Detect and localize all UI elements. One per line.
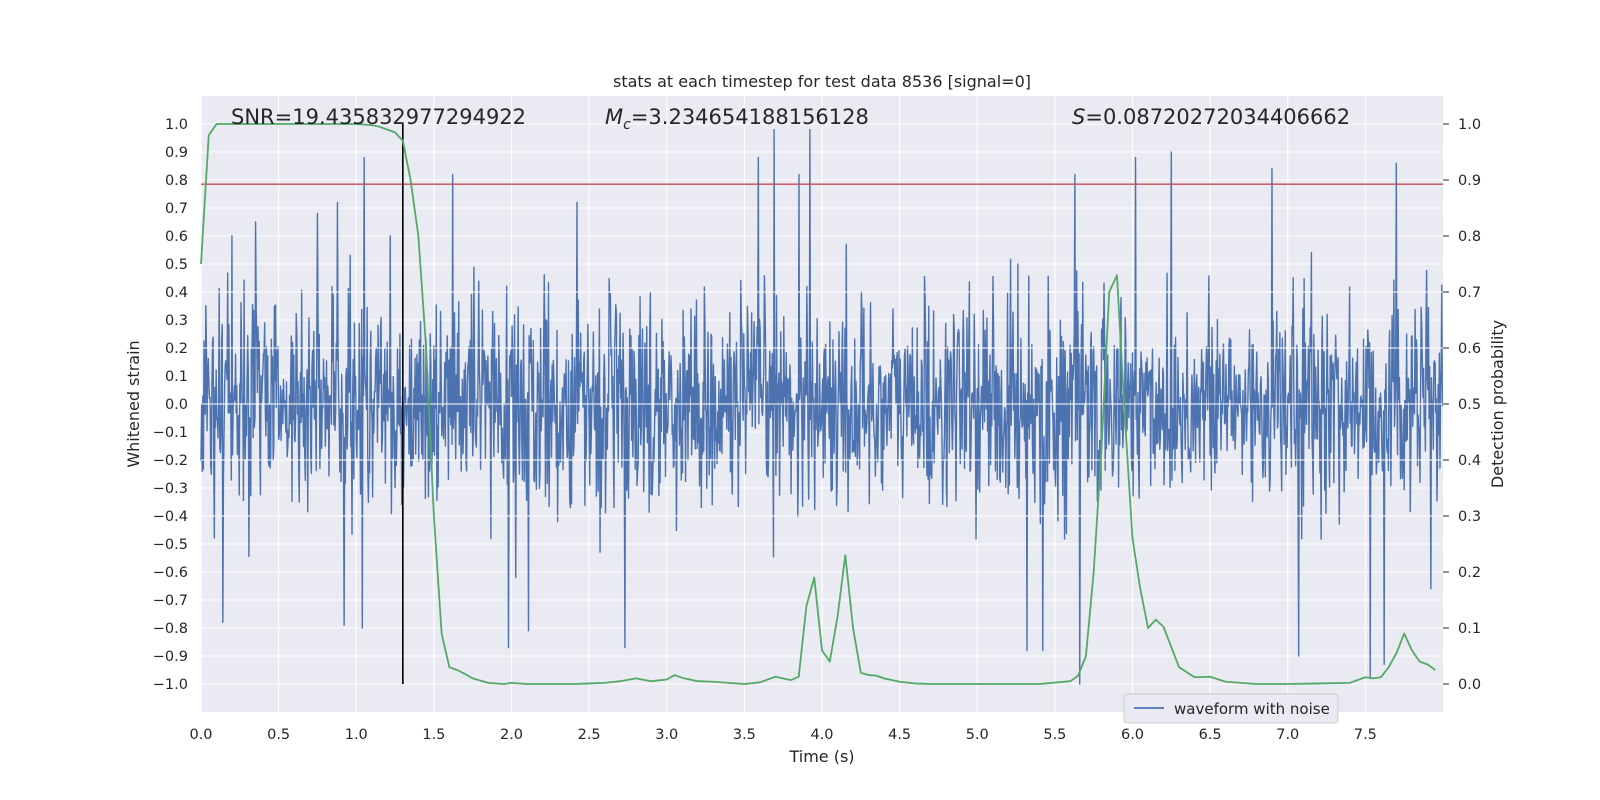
probability-series xyxy=(200,123,1436,685)
y-axis-label-right: Detection probability xyxy=(1488,320,1507,488)
y-left-tick-label: 0.6 xyxy=(165,229,188,245)
s-symbol: S xyxy=(1072,105,1085,129)
legend-label: waveform with noise xyxy=(1174,700,1330,718)
y-right-tick-label: 0.9 xyxy=(1458,173,1481,189)
x-tick-label: 2.0 xyxy=(500,727,523,743)
s-value: =0.08720272034406662 xyxy=(1085,105,1350,129)
chart-title: stats at each timestep for test data 853… xyxy=(613,72,1031,91)
y-left-tick-label: −0.8 xyxy=(153,621,188,637)
y-left-tick-label: 1.0 xyxy=(165,117,188,133)
y-left-tick-label: −1.0 xyxy=(153,677,188,693)
chirp-mass-annotation: Mc=3.234654188156128 xyxy=(605,105,869,133)
y-right-tick-label: 0.1 xyxy=(1458,621,1481,637)
x-tick-label: 5.0 xyxy=(966,727,989,743)
y-right-tick-label: 0.2 xyxy=(1458,565,1481,581)
overlay-layer xyxy=(201,124,1443,684)
chirp-mass-value: =3.234654188156128 xyxy=(631,105,869,129)
tick-labels: 0.0 0.5 1.0 1.5 2.0 2.5 3.0 3.5 4.0 4.5 5.0 5.5 6.0 6… xyxy=(153,117,1481,743)
x-tick-label: 7.0 xyxy=(1276,727,1299,743)
y-left-tick-label: −0.6 xyxy=(153,565,188,581)
y-right-tick-label: 0.4 xyxy=(1458,453,1481,469)
x-tick-label: 5.5 xyxy=(1043,727,1066,743)
y-right-tick-label: 1.0 xyxy=(1458,117,1481,133)
y-left-tick-label: −0.5 xyxy=(153,537,188,553)
x-tick-label: 3.5 xyxy=(733,727,756,743)
x-tick-label: 4.0 xyxy=(810,727,833,743)
y-right-tick-label: 0.5 xyxy=(1458,397,1481,413)
snr-annotation: SNR=19.435832977294922 xyxy=(231,105,526,129)
chirp-mass-subscript: c xyxy=(623,117,631,133)
y-left-tick-label: 0.5 xyxy=(165,257,188,273)
x-tick-label: 0.0 xyxy=(189,727,212,743)
y-axis-label-left: Whitened strain xyxy=(124,340,143,467)
legend-box xyxy=(1123,693,1339,724)
y-left-tick-label: 0.1 xyxy=(165,369,188,385)
y-left-tick-label: 0.9 xyxy=(165,145,188,161)
y-left-tick-label: −0.3 xyxy=(153,481,188,497)
y-left-tick-label: −0.1 xyxy=(153,425,188,441)
y-left-tick-label: 0.4 xyxy=(165,285,188,301)
x-tick-label: 1.5 xyxy=(422,727,445,743)
chirp-mass-symbol: M xyxy=(605,105,623,129)
y-right-tick-label: 0.0 xyxy=(1458,677,1481,693)
y-left-tick-label: 0.7 xyxy=(165,201,188,217)
y-left-tick-label: −0.7 xyxy=(153,593,188,609)
y-right-tick-label: 0.3 xyxy=(1458,509,1481,525)
detection-probability-line xyxy=(200,123,1436,685)
legend: waveform with noise xyxy=(1123,693,1339,724)
x-tick-label: 3.0 xyxy=(655,727,678,743)
x-tick-label: 6.0 xyxy=(1121,727,1144,743)
y-right-tick-label: 0.8 xyxy=(1458,229,1481,245)
x-axis-label: Time (s) xyxy=(788,747,854,766)
y-left-tick-label: −0.9 xyxy=(153,649,188,665)
y-left-tick-label: 0.0 xyxy=(165,397,188,413)
x-tick-label: 4.5 xyxy=(888,727,911,743)
y-left-tick-label: 0.8 xyxy=(165,173,188,189)
x-tick-label: 1.0 xyxy=(345,727,368,743)
y-right-tick-label: 0.7 xyxy=(1458,285,1481,301)
x-tick-label: 2.5 xyxy=(578,727,601,743)
x-tick-label: 6.5 xyxy=(1199,727,1222,743)
y-right-tick-label: 0.6 xyxy=(1458,341,1481,357)
y-left-tick-label: 0.3 xyxy=(165,313,188,329)
x-tick-label: 7.5 xyxy=(1354,727,1377,743)
y-left-tick-label: −0.4 xyxy=(153,509,188,525)
s-annotation: S=0.08720272034406662 xyxy=(1072,105,1350,129)
y-left-tick-label: −0.2 xyxy=(153,453,188,469)
x-tick-label: 0.5 xyxy=(267,727,290,743)
y-left-tick-label: 0.2 xyxy=(165,341,188,357)
